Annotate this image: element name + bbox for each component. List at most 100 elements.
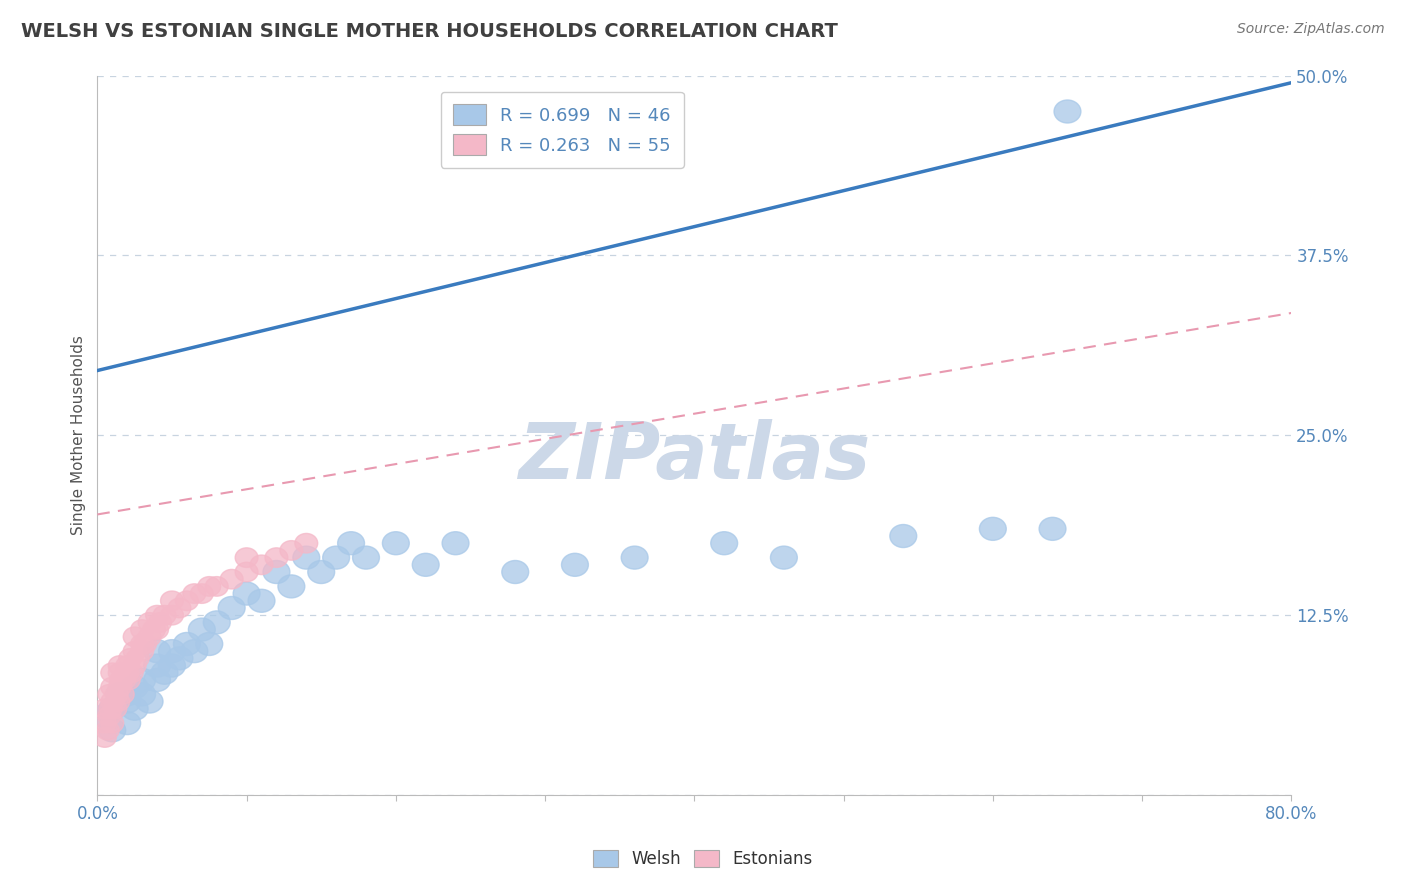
- Ellipse shape: [129, 668, 156, 691]
- Ellipse shape: [337, 532, 364, 555]
- Ellipse shape: [235, 562, 259, 582]
- Ellipse shape: [188, 618, 215, 641]
- Ellipse shape: [131, 641, 153, 661]
- Ellipse shape: [100, 699, 122, 718]
- Ellipse shape: [247, 590, 276, 612]
- Ellipse shape: [101, 714, 124, 733]
- Ellipse shape: [108, 663, 131, 682]
- Ellipse shape: [205, 576, 228, 596]
- Ellipse shape: [1039, 517, 1066, 541]
- Ellipse shape: [176, 591, 198, 610]
- Ellipse shape: [890, 524, 917, 548]
- Ellipse shape: [131, 634, 153, 654]
- Ellipse shape: [173, 632, 200, 656]
- Ellipse shape: [117, 670, 141, 690]
- Ellipse shape: [115, 663, 139, 682]
- Ellipse shape: [146, 620, 169, 640]
- Ellipse shape: [107, 682, 134, 706]
- Text: WELSH VS ESTONIAN SINGLE MOTHER HOUSEHOLDS CORRELATION CHART: WELSH VS ESTONIAN SINGLE MOTHER HOUSEHOL…: [21, 22, 838, 41]
- Ellipse shape: [323, 546, 350, 569]
- Ellipse shape: [770, 546, 797, 569]
- Ellipse shape: [124, 627, 146, 647]
- Ellipse shape: [114, 690, 141, 713]
- Ellipse shape: [101, 691, 124, 711]
- Ellipse shape: [110, 670, 132, 690]
- Ellipse shape: [93, 699, 117, 718]
- Ellipse shape: [160, 591, 183, 610]
- Ellipse shape: [280, 541, 302, 560]
- Ellipse shape: [101, 663, 124, 682]
- Ellipse shape: [115, 656, 139, 675]
- Ellipse shape: [221, 569, 243, 589]
- Ellipse shape: [441, 532, 470, 555]
- Ellipse shape: [166, 647, 193, 670]
- Ellipse shape: [561, 553, 588, 576]
- Text: Source: ZipAtlas.com: Source: ZipAtlas.com: [1237, 22, 1385, 37]
- Ellipse shape: [136, 690, 163, 713]
- Ellipse shape: [266, 548, 288, 567]
- Ellipse shape: [118, 648, 142, 668]
- Ellipse shape: [295, 533, 318, 553]
- Ellipse shape: [263, 560, 290, 583]
- Ellipse shape: [149, 613, 172, 632]
- Ellipse shape: [98, 684, 121, 704]
- Ellipse shape: [621, 546, 648, 569]
- Ellipse shape: [127, 648, 149, 668]
- Ellipse shape: [250, 555, 273, 574]
- Ellipse shape: [121, 698, 148, 720]
- Ellipse shape: [146, 606, 169, 625]
- Ellipse shape: [353, 546, 380, 569]
- Text: ZIPatlas: ZIPatlas: [519, 419, 870, 495]
- Ellipse shape: [308, 560, 335, 583]
- Ellipse shape: [129, 682, 156, 706]
- Ellipse shape: [98, 698, 125, 720]
- Ellipse shape: [159, 640, 186, 663]
- Ellipse shape: [97, 721, 120, 740]
- Ellipse shape: [114, 712, 141, 735]
- Ellipse shape: [143, 668, 170, 691]
- Ellipse shape: [204, 611, 231, 634]
- Ellipse shape: [153, 606, 176, 625]
- Ellipse shape: [1054, 100, 1081, 123]
- Ellipse shape: [181, 640, 208, 663]
- Ellipse shape: [190, 583, 214, 603]
- Ellipse shape: [183, 583, 205, 603]
- Ellipse shape: [502, 560, 529, 583]
- Ellipse shape: [198, 576, 221, 596]
- Ellipse shape: [711, 532, 738, 555]
- Ellipse shape: [101, 677, 124, 697]
- Ellipse shape: [131, 620, 153, 640]
- Ellipse shape: [138, 613, 162, 632]
- Ellipse shape: [121, 663, 143, 682]
- Ellipse shape: [143, 654, 170, 677]
- Ellipse shape: [93, 728, 117, 747]
- Ellipse shape: [169, 599, 191, 618]
- Ellipse shape: [105, 684, 128, 704]
- Ellipse shape: [124, 641, 146, 661]
- Ellipse shape: [91, 705, 118, 728]
- Ellipse shape: [112, 670, 135, 690]
- Ellipse shape: [150, 661, 179, 684]
- Ellipse shape: [160, 606, 183, 625]
- Ellipse shape: [98, 706, 121, 726]
- Ellipse shape: [233, 582, 260, 605]
- Ellipse shape: [108, 656, 131, 675]
- Ellipse shape: [143, 640, 170, 663]
- Ellipse shape: [980, 517, 1007, 541]
- Ellipse shape: [124, 656, 146, 675]
- Ellipse shape: [159, 654, 186, 677]
- Ellipse shape: [412, 553, 439, 576]
- Ellipse shape: [235, 548, 259, 567]
- Ellipse shape: [292, 546, 319, 569]
- Ellipse shape: [121, 675, 148, 698]
- Ellipse shape: [111, 684, 134, 704]
- Ellipse shape: [195, 632, 222, 656]
- Legend: Welsh, Estonians: Welsh, Estonians: [586, 843, 820, 875]
- Ellipse shape: [108, 677, 131, 697]
- Y-axis label: Single Mother Households: Single Mother Households: [72, 335, 86, 535]
- Ellipse shape: [107, 691, 129, 711]
- Ellipse shape: [114, 682, 141, 706]
- Ellipse shape: [134, 634, 156, 654]
- Ellipse shape: [138, 627, 162, 647]
- Ellipse shape: [382, 532, 409, 555]
